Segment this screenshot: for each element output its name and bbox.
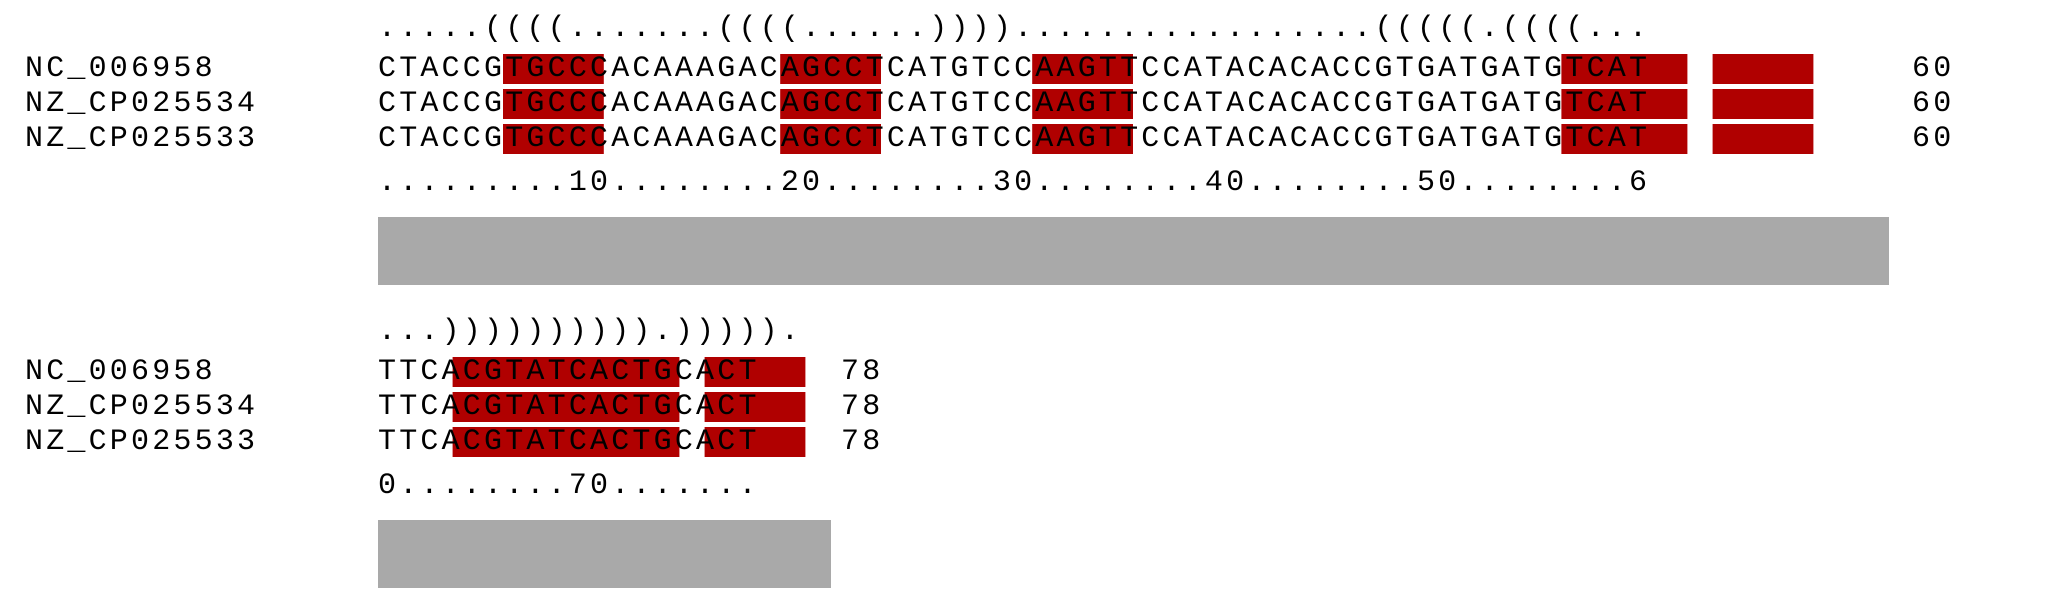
conservation-bar (378, 217, 1889, 285)
sequence-residues: CTACCGTGCCCACAAAGACAGCCTCATGTCCAAGTTCCAT… (378, 87, 1650, 121)
conservation-bar (378, 520, 831, 588)
sequence-residues: CTACCGTGCCCACAAAGACAGCCTCATGTCCAAGTTCCAT… (378, 122, 1650, 156)
position-ruler: .........10........20........30........4… (378, 166, 1650, 200)
sequence-name: NZ_CP025533 (25, 425, 258, 459)
pair-highlight (704, 392, 806, 422)
pair-highlight (452, 392, 680, 422)
sequence-end-position: 60 (1912, 52, 1954, 86)
structure-line: .....((((.......((((......))))..........… (378, 12, 1650, 46)
sequence-name: NZ_CP025534 (25, 390, 258, 424)
pair-highlight (503, 89, 604, 119)
pair-highlight (780, 89, 881, 119)
sequence-end-position: 60 (1912, 87, 1954, 121)
pair-highlight (1561, 54, 1688, 84)
sequence-residues: TTCACGTATCACTGCACT (378, 390, 760, 424)
alignment-block-1: .....((((.......((((......))))..........… (25, 12, 1954, 285)
pair-highlight (1032, 54, 1133, 84)
pair-highlight (1712, 89, 1814, 119)
sequence-name: NZ_CP025534 (25, 87, 258, 121)
sequence-residues: CTACCGTGCCCACAAAGACAGCCTCATGTCCAAGTTCCAT… (378, 52, 1650, 86)
pair-highlight (503, 54, 604, 84)
pair-highlight (780, 54, 881, 84)
pair-highlight (452, 357, 680, 387)
pair-highlight (1561, 124, 1688, 154)
pair-highlight (1712, 54, 1814, 84)
sequence-name: NC_006958 (25, 52, 216, 86)
structure-line: ...)))))))))).))))). (378, 315, 802, 349)
pairing-highlights (452, 357, 806, 457)
pair-highlight (1032, 124, 1133, 154)
sequence-residues: TTCACGTATCACTGCACT (378, 355, 760, 389)
pair-highlight (704, 427, 806, 457)
pair-highlight (780, 124, 881, 154)
sequence-name: NZ_CP025533 (25, 122, 258, 156)
sequence-name: NC_006958 (25, 355, 216, 389)
pairing-highlights (503, 54, 1814, 154)
alignment-block-2: ...)))))))))).))))). NC_006958 TTCACGTAT… (25, 315, 883, 588)
pair-highlight (704, 357, 806, 387)
pair-highlight (1561, 89, 1688, 119)
sequence-end-position: 78 (841, 390, 883, 424)
sequence-end-position: 78 (841, 425, 883, 459)
sequence-end-position: 78 (841, 355, 883, 389)
sequence-end-position: 60 (1912, 122, 1954, 156)
sequence-residues: TTCACGTATCACTGCACT (378, 425, 760, 459)
pair-highlight (503, 124, 604, 154)
pair-highlight (1032, 89, 1133, 119)
pair-highlight (452, 427, 680, 457)
position-ruler: 0........70....... (378, 469, 760, 503)
pair-highlight (1712, 124, 1814, 154)
